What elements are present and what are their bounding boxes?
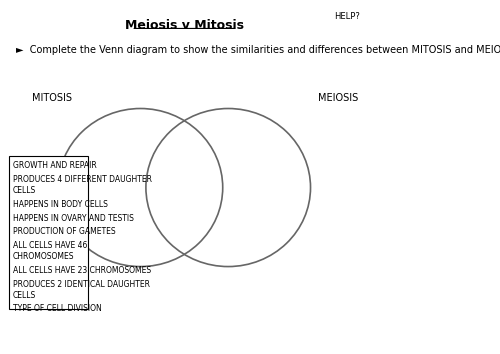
Text: GROWTH AND REPAIR: GROWTH AND REPAIR <box>13 161 97 170</box>
Text: TYPE OF CELL DIVISION: TYPE OF CELL DIVISION <box>13 304 102 314</box>
Text: ALL CELLS HAVE 46
CHROMOSOMES: ALL CELLS HAVE 46 CHROMOSOMES <box>13 241 88 261</box>
Text: PRODUCTION OF GAMETES: PRODUCTION OF GAMETES <box>13 227 116 236</box>
Text: MEIOSIS: MEIOSIS <box>318 93 358 103</box>
Text: HAPPENS IN OVARY AND TESTIS: HAPPENS IN OVARY AND TESTIS <box>13 213 134 223</box>
Text: PRODUCES 4 DIFFERENT DAUGHTER
CELLS: PRODUCES 4 DIFFERENT DAUGHTER CELLS <box>13 175 152 195</box>
Text: Meiosis v Mitosis: Meiosis v Mitosis <box>125 19 244 32</box>
Text: PRODUCES 2 IDENTICAL DAUGHTER
CELLS: PRODUCES 2 IDENTICAL DAUGHTER CELLS <box>13 280 150 299</box>
Bar <box>10 156 88 309</box>
Text: HELP?: HELP? <box>334 12 360 21</box>
Text: ►  Complete the Venn diagram to show the similarities and differences between MI: ► Complete the Venn diagram to show the … <box>16 45 500 55</box>
Text: ALL CELLS HAVE 23 CHROMOSOMES: ALL CELLS HAVE 23 CHROMOSOMES <box>13 266 151 275</box>
Text: HAPPENS IN BODY CELLS: HAPPENS IN BODY CELLS <box>13 200 108 209</box>
Text: MITOSIS: MITOSIS <box>32 93 72 103</box>
